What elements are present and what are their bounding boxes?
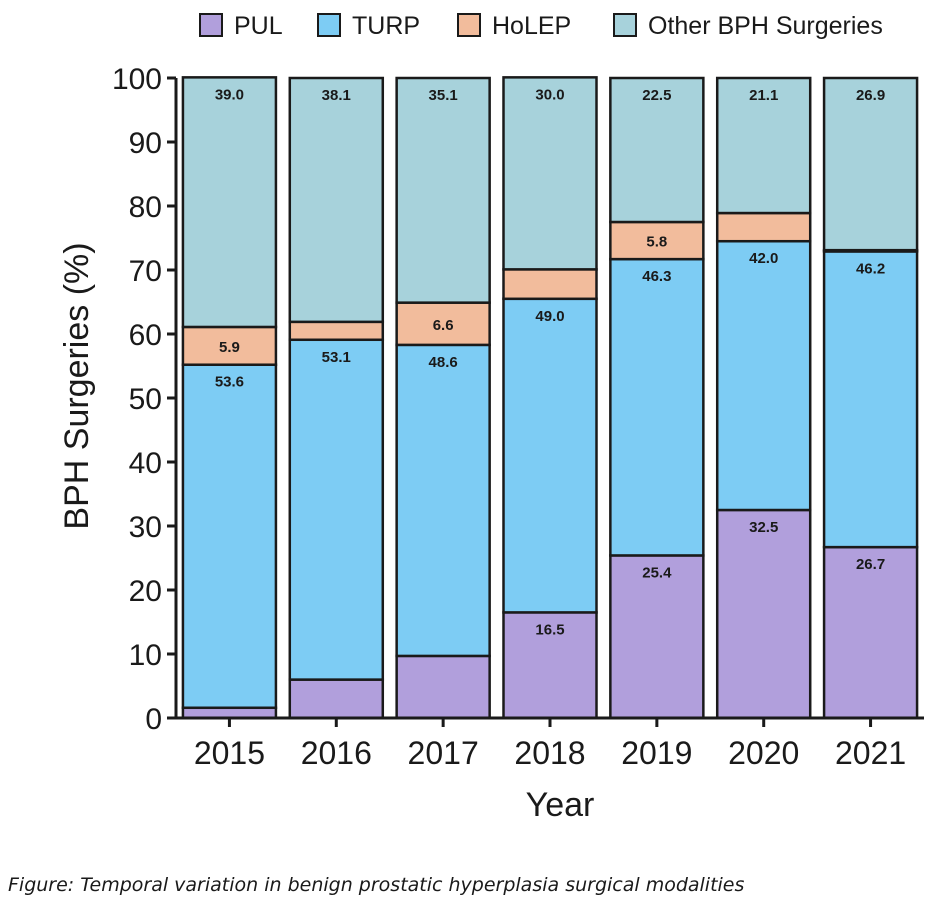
bar-segment <box>609 76 705 224</box>
data-label: 26.9 <box>856 87 885 104</box>
bar-group-2015: 1.653.65.939.0 <box>181 76 278 720</box>
bar-segment <box>715 211 812 243</box>
bar-group-2018: 16.549.04.630.0 <box>502 76 598 720</box>
legend-swatch <box>613 13 637 37</box>
y-tick-label: 60 <box>129 319 162 352</box>
bar-segment <box>395 654 491 720</box>
y-tick-label: 0 <box>145 703 162 736</box>
chart-legend: PUL TURP HoLEP Other BPH Surgeries <box>199 12 883 40</box>
bar-segment <box>822 76 919 252</box>
data-label: 46.3 <box>642 268 671 285</box>
x-tick-label: 2015 <box>194 735 265 771</box>
y-tick-label: 80 <box>129 191 162 224</box>
data-label: 22.5 <box>642 87 671 104</box>
data-label: 26.7 <box>856 556 885 573</box>
data-label: 16.5 <box>535 621 564 638</box>
bar-segment <box>609 257 705 557</box>
bar-group-2016: 6.053.12.838.1 <box>288 76 385 720</box>
x-tick-label: 2016 <box>301 735 372 771</box>
bar-segment <box>181 706 278 720</box>
bar-segment <box>502 268 598 301</box>
y-tick-label: 100 <box>112 63 162 96</box>
legend-item: Other BPH Surgeries <box>613 12 883 40</box>
legend-label: Other BPH Surgeries <box>648 12 883 40</box>
data-label: 49.0 <box>535 308 564 325</box>
data-label: 39.0 <box>215 86 244 103</box>
bar-segment <box>181 363 278 710</box>
x-tick-label: 2020 <box>728 735 799 771</box>
x-axis-label: Year <box>526 786 595 824</box>
stacked-bar-chart: PUL TURP HoLEP Other BPH Surgeries 0 10 20 30 4… <box>58 12 924 824</box>
legend-item: PUL <box>199 12 283 40</box>
data-label: 38.1 <box>322 87 351 104</box>
x-axis: 2015 2016 2017 2018 2019 2020 2021 <box>176 716 924 771</box>
y-tick-label: 70 <box>129 255 162 288</box>
bar-segment <box>502 611 598 720</box>
bar-segment <box>395 343 491 658</box>
legend-swatch <box>317 13 341 37</box>
bar-segment <box>715 508 812 720</box>
bar-segment <box>502 297 598 614</box>
legend-label: HoLEP <box>492 12 571 40</box>
data-label: 35.1 <box>429 87 458 104</box>
bars: 1.653.65.939.06.053.12.838.19.748.66.635… <box>181 76 919 720</box>
bar-group-2020: 32.542.04.421.1 <box>715 76 812 720</box>
data-label: 53.1 <box>322 349 351 366</box>
legend-swatch <box>457 13 481 37</box>
bar-segment <box>288 76 385 324</box>
legend-label: PUL <box>234 12 283 40</box>
bar-segment <box>288 678 385 720</box>
y-tick-label: 40 <box>129 447 162 480</box>
legend-label: TURP <box>352 12 420 40</box>
y-axis-label: BPH Surgeries (%) <box>58 242 96 529</box>
x-tick-label: 2018 <box>514 735 585 771</box>
data-label: 6.6 <box>433 317 454 334</box>
y-tick-label: 10 <box>129 639 162 672</box>
data-label: 21.1 <box>749 87 778 104</box>
y-axis: 0 10 20 30 40 50 60 70 80 90 100 <box>112 63 178 736</box>
data-label: 30.0 <box>535 86 564 103</box>
bar-segment <box>395 76 491 304</box>
data-label: 32.5 <box>749 519 778 536</box>
bar-segment <box>288 338 385 681</box>
data-label: 42.0 <box>749 250 778 267</box>
bar-segment <box>395 301 491 347</box>
bar-segment <box>822 250 919 549</box>
x-tick-label: 2021 <box>835 735 906 771</box>
legend-item: TURP <box>317 12 420 40</box>
y-tick-label: 50 <box>129 383 162 416</box>
bar-group-2019: 25.4 46.3 5.8 22.5 <box>609 76 705 720</box>
x-tick-label: 2019 <box>621 735 692 771</box>
bar-group-2017: 9.748.66.635.1 <box>395 76 491 720</box>
data-label: 5.8 <box>646 234 667 251</box>
y-tick-label: 30 <box>129 511 162 544</box>
bar-segment <box>715 239 812 512</box>
bar-segment <box>181 76 278 329</box>
data-label: 53.6 <box>215 374 244 391</box>
bar-segment <box>502 76 598 271</box>
bar-segment <box>288 320 385 342</box>
data-label: 48.6 <box>429 354 458 371</box>
legend-item: HoLEP <box>457 12 571 40</box>
bar-group-2021: 26.746.20.226.9 <box>822 76 919 720</box>
bar-segment <box>609 220 705 261</box>
bar-segment <box>609 554 705 720</box>
x-tick-label: 2017 <box>408 735 479 771</box>
y-tick-label: 90 <box>129 127 162 160</box>
data-label: 5.9 <box>219 339 240 356</box>
legend-swatch <box>199 13 223 37</box>
bar-segment <box>715 76 812 215</box>
figure-caption: Figure: Temporal variation in benign pro… <box>8 874 745 896</box>
y-tick-label: 20 <box>129 575 162 608</box>
data-label: 46.2 <box>856 260 885 277</box>
data-label: 25.4 <box>642 564 672 581</box>
